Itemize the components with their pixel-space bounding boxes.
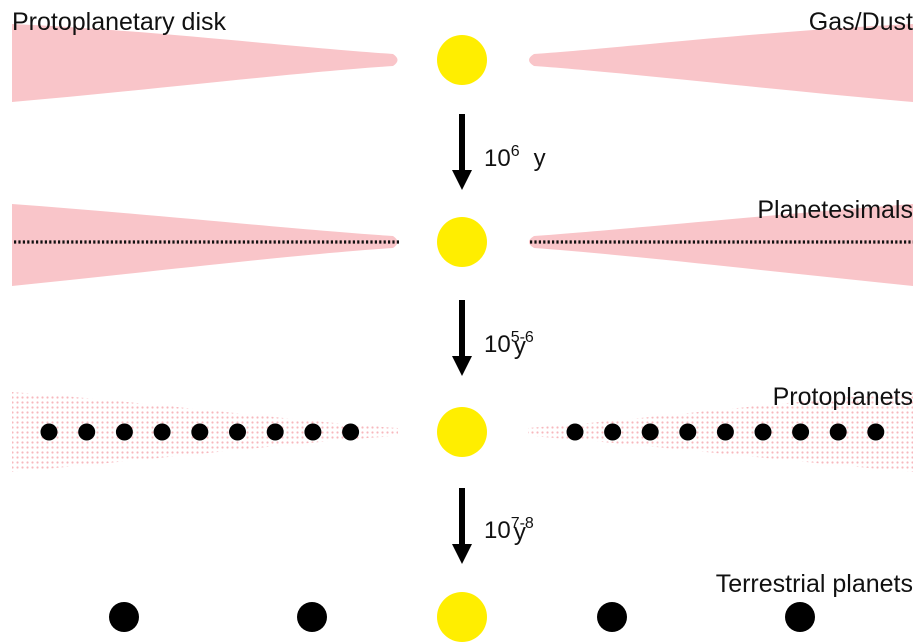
protoplanet <box>304 423 322 441</box>
central-star <box>437 592 487 642</box>
terrestrial-planets <box>109 602 815 632</box>
terrestrial-planets-label: Terrestrial planets <box>716 570 913 598</box>
protoplanet <box>641 423 659 441</box>
protoplanet <box>754 423 772 441</box>
transition-arrow-1: 106 y <box>452 114 546 190</box>
gas-dust-label: Gas/Dust <box>809 8 913 36</box>
planetesimal-disk-left <box>12 204 398 286</box>
transition-arrow-2: 105-6y <box>452 300 534 376</box>
protoplanet <box>191 423 209 441</box>
central-star <box>437 407 487 457</box>
protoplanet <box>78 423 96 441</box>
protoplanet <box>40 423 58 441</box>
protoplanet <box>229 423 246 441</box>
planetesimal-disk-right <box>529 204 913 286</box>
time-label-1: 106 y <box>484 143 546 172</box>
protoplanet <box>716 423 734 441</box>
protoplanet <box>566 423 584 441</box>
protoplanet <box>266 423 284 441</box>
planetesimals-label: Planetesimals <box>757 196 913 224</box>
gas-dust-disk-left <box>12 24 398 102</box>
protoplanet <box>792 423 810 441</box>
protoplanet <box>153 423 171 441</box>
terrestrial-planet <box>785 602 815 632</box>
protoplanet <box>829 423 847 441</box>
stage-protoplanetary-disk: Protoplanetary disk Gas/Dust <box>12 8 913 102</box>
protoplanets-label: Protoplanets <box>773 383 913 411</box>
stage-planetesimals: Planetesimals <box>12 196 913 286</box>
arrow-head <box>452 544 472 564</box>
terrestrial-planet <box>597 602 627 632</box>
stage-protoplanets: Protoplanets <box>12 383 913 472</box>
stage-terrestrial-planets: Terrestrial planets <box>109 570 913 642</box>
transition-arrow-3: 107-8y <box>452 488 534 564</box>
protoplanet <box>604 423 622 441</box>
protoplanets-left <box>40 423 360 441</box>
gas-dust-disk-right <box>529 24 913 102</box>
central-star <box>437 217 487 267</box>
time-label-3: 107-8y <box>484 515 534 546</box>
protoplanet <box>115 423 133 441</box>
terrestrial-planet <box>109 602 139 632</box>
central-star <box>437 35 487 85</box>
protoplanetary-disk-label: Protoplanetary disk <box>12 8 227 36</box>
arrow-head <box>452 356 472 376</box>
protoplanet <box>679 423 697 441</box>
protoplanets-right <box>566 423 885 441</box>
terrestrial-planet <box>297 602 327 632</box>
protoplanet <box>867 423 885 441</box>
protoplanet <box>342 423 360 441</box>
time-label-2: 105-6y <box>484 329 534 360</box>
arrow-head <box>452 170 472 190</box>
